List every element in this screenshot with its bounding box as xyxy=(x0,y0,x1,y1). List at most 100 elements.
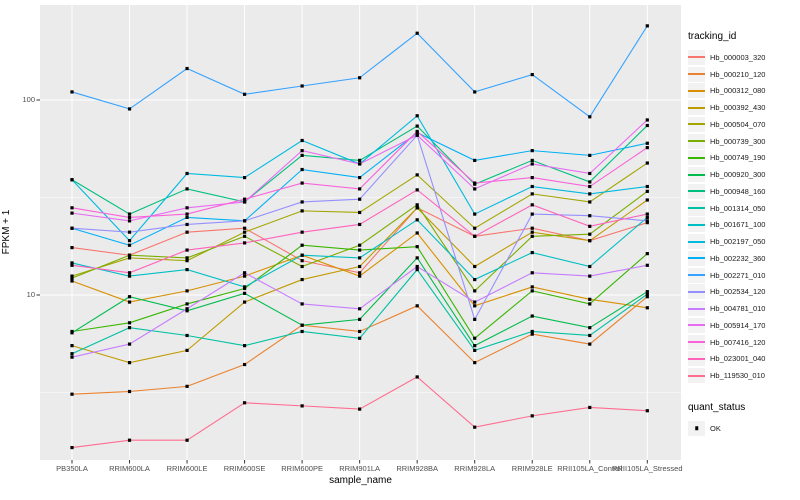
data-point-marker xyxy=(358,317,362,321)
data-point-marker xyxy=(530,314,534,318)
data-point-marker xyxy=(415,31,419,35)
data-point-marker xyxy=(185,222,189,227)
data-point-marker xyxy=(300,84,304,88)
data-point-marker xyxy=(473,277,477,282)
data-point-marker xyxy=(358,256,362,260)
legend-entry: Hb_000739_300 xyxy=(688,133,800,150)
data-point-marker xyxy=(473,344,477,348)
data-point-marker xyxy=(127,321,132,325)
data-point-marker xyxy=(242,175,247,180)
data-point-marker xyxy=(242,291,247,295)
data-point-marker xyxy=(588,153,592,157)
data-point-marker xyxy=(358,158,362,163)
legend-entry: Hb_007416_120 xyxy=(688,334,800,351)
data-point-marker xyxy=(645,295,649,299)
legend-line-swatch xyxy=(688,341,705,344)
data-point-marker xyxy=(473,187,477,191)
data-point-marker xyxy=(300,153,304,157)
data-point-marker xyxy=(588,405,592,410)
data-point-marker xyxy=(473,336,477,340)
legend-entry-label: Hb_000504_070 xyxy=(710,119,766,129)
data-point-marker xyxy=(358,264,362,269)
y-tick-label: 100 xyxy=(22,95,35,104)
data-point-marker xyxy=(588,184,592,189)
data-point-marker xyxy=(530,212,534,216)
x-tick-label: RRII105LA_Stressed xyxy=(612,464,683,473)
legend-key xyxy=(688,301,705,317)
data-point-marker xyxy=(358,197,362,201)
data-point-marker xyxy=(473,158,477,163)
data-point-marker xyxy=(185,230,189,234)
data-point-marker xyxy=(300,209,304,213)
legend-entry-label: Hb_000749_190 xyxy=(710,153,766,163)
legend-key xyxy=(688,116,705,132)
data-point-marker xyxy=(473,90,477,94)
data-point-marker xyxy=(358,329,362,334)
data-point-marker xyxy=(358,187,362,191)
data-point-marker xyxy=(300,253,304,257)
x-tick-label: RRIM928BA xyxy=(396,464,439,473)
data-point-marker xyxy=(70,263,74,267)
legend-line-swatch xyxy=(688,89,705,92)
legend-entry-label: Hb_005914_170 xyxy=(710,320,766,330)
data-point-marker xyxy=(588,224,592,228)
data-point-marker xyxy=(300,259,304,263)
data-point-marker xyxy=(127,342,132,346)
data-point-marker xyxy=(127,212,132,216)
data-point-marker xyxy=(358,271,362,275)
data-point-marker xyxy=(588,180,592,184)
legend-key xyxy=(688,167,705,183)
data-point-marker xyxy=(185,267,189,272)
legend-key xyxy=(688,49,705,65)
x-tick-label: PB350LA xyxy=(56,464,88,473)
data-point-marker xyxy=(300,323,304,327)
data-point-marker xyxy=(415,375,419,379)
legend-entry-label: Hb_002271_010 xyxy=(710,270,766,280)
legend-key xyxy=(688,66,705,82)
legend-key xyxy=(688,284,705,300)
legend-entry-label: Hb_004781_010 xyxy=(710,304,766,314)
legend-entry-label: Hb_007416_120 xyxy=(710,337,766,347)
data-point-marker xyxy=(473,289,477,293)
data-point-marker xyxy=(300,302,304,306)
data-point-marker xyxy=(645,198,649,202)
legend-entry-label: Hb_002197_050 xyxy=(710,237,766,247)
x-tick-label: RRIM901LA xyxy=(339,464,381,473)
legend-entry-label: Hb_001671_100 xyxy=(710,220,766,230)
data-point-marker xyxy=(185,333,189,338)
data-point-marker xyxy=(127,271,132,275)
legend-line-swatch xyxy=(688,106,705,109)
legend-point-swatch xyxy=(694,426,699,430)
data-point-marker xyxy=(530,162,534,166)
data-point-marker xyxy=(358,222,362,227)
legend-key xyxy=(688,368,705,384)
data-point-marker xyxy=(70,211,74,215)
data-point-marker xyxy=(127,300,132,304)
data-point-marker xyxy=(70,226,74,230)
data-point-marker xyxy=(645,184,649,189)
legend-entry: Hb_000003_320 xyxy=(688,49,800,66)
legend-line-swatch xyxy=(688,290,705,293)
data-point-marker xyxy=(185,66,189,71)
data-point-marker xyxy=(415,173,419,177)
legend-entry: OK xyxy=(688,420,800,436)
legend-line-swatch xyxy=(688,374,705,377)
data-point-marker xyxy=(70,206,74,210)
data-point-marker xyxy=(415,218,419,222)
legend-entry: Hb_004781_010 xyxy=(688,300,800,317)
data-point-marker xyxy=(415,124,419,128)
data-point-marker xyxy=(415,245,419,249)
x-tick-label: RRII105LA_Control xyxy=(557,464,623,473)
data-point-marker xyxy=(645,212,649,216)
legend-line-swatch xyxy=(688,240,705,243)
data-point-marker xyxy=(588,115,592,119)
data-point-marker xyxy=(70,331,74,335)
data-point-marker xyxy=(300,329,304,334)
data-point-marker xyxy=(645,215,649,220)
data-point-marker xyxy=(588,192,592,196)
data-point-marker xyxy=(358,336,362,340)
data-point-marker xyxy=(415,231,419,235)
data-point-marker xyxy=(530,175,534,180)
data-point-marker xyxy=(185,206,189,210)
